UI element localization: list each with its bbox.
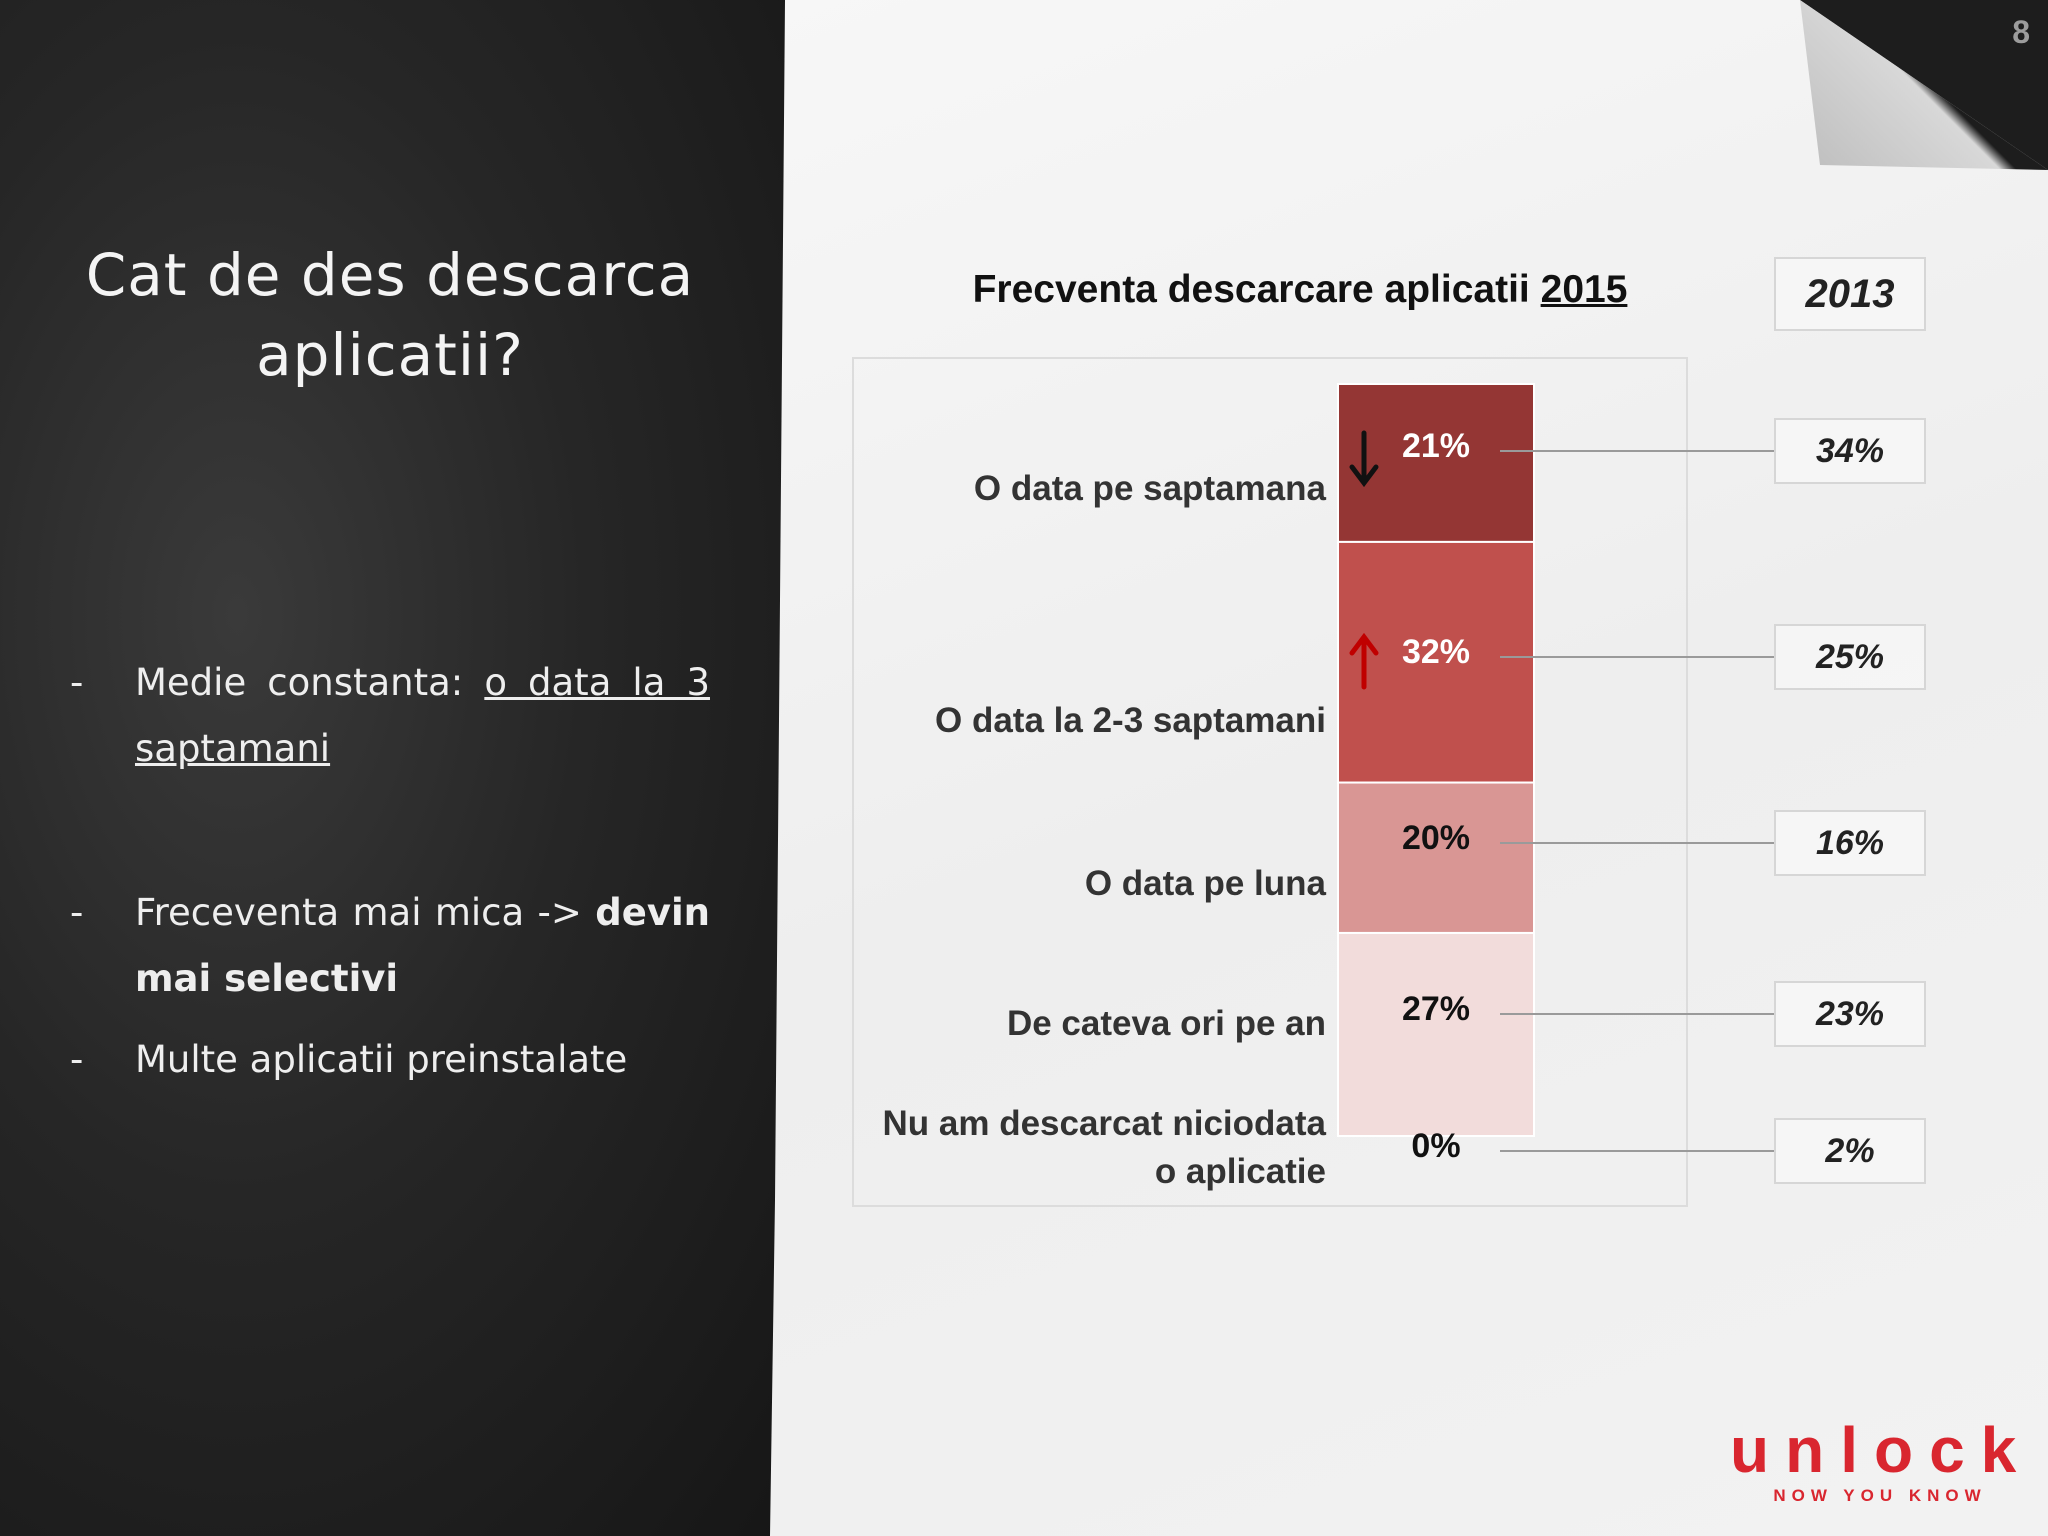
bullet-dash: - xyxy=(70,661,84,704)
category-label: O data pe saptamana xyxy=(973,469,1326,508)
bar-segment xyxy=(1337,540,1535,784)
category-label: Nu am descarcat niciodata o aplicatie xyxy=(882,1104,1327,1191)
plot-frame xyxy=(852,357,1688,1207)
data-label: 21% xyxy=(1401,427,1471,465)
page-number: 8 xyxy=(2012,14,2030,50)
bullet-dash: - xyxy=(70,891,84,934)
category-label: O data pe luna xyxy=(1084,864,1326,903)
bullet-highlight: o data la 3 saptamani xyxy=(135,661,710,770)
bullet-text: Medie constanta: xyxy=(135,661,485,704)
bullet-text: Multe aplicatii preinstalate xyxy=(135,1038,628,1081)
comparison-value: 16% xyxy=(1774,810,1926,876)
data-label: 27% xyxy=(1401,990,1471,1028)
logo-tagline: NOW YOU KNOW xyxy=(1773,1486,1987,1505)
bar-segment xyxy=(1337,931,1535,1138)
arrow-down-icon xyxy=(1349,430,1379,488)
data-label: 0% xyxy=(1411,1127,1461,1165)
bullet-dash: - xyxy=(70,1038,84,1081)
comparison-header: 2013 xyxy=(1774,257,1926,331)
bullet-3: - Multe aplicatii preinstalate xyxy=(70,1027,710,1097)
logo-word: unlock xyxy=(1730,1414,2033,1486)
bullet-1: - Medie constanta: o data la 3 saptamani xyxy=(70,650,710,790)
bullet-highlight: devin mai selectivi xyxy=(135,891,710,1000)
bar-segment xyxy=(1337,781,1535,934)
arrow-up-icon xyxy=(1349,632,1379,690)
comparison-value: 25% xyxy=(1774,624,1926,690)
chart-title: Frecventa descarcare aplicatii 2015 xyxy=(910,268,1690,312)
comparison-value: 23% xyxy=(1774,981,1926,1047)
bullet-text: Freceventa mai mica -> xyxy=(135,891,596,934)
comparison-value: 2% xyxy=(1774,1118,1926,1184)
chart-title-year: 2015 xyxy=(1540,268,1628,311)
category-label: De cateva ori pe an xyxy=(1006,1004,1326,1043)
data-label: 20% xyxy=(1401,819,1471,857)
bullet-2: - Freceventa mai mica -> devin mai selec… xyxy=(70,880,710,1020)
slide-title: Cat de des descarca aplicatii? xyxy=(85,241,695,389)
data-label: 32% xyxy=(1401,633,1471,671)
chalkboard-panel xyxy=(0,0,790,1536)
chart-title-text: Frecventa descarcare aplicatii xyxy=(972,268,1530,311)
bar-segment xyxy=(1337,383,1535,543)
comparison-value: 34% xyxy=(1774,418,1926,484)
unlock-logo: unlock NOW YOU KNOW xyxy=(1730,1418,2030,1506)
category-label: O data la 2-3 saptamani xyxy=(935,701,1326,740)
